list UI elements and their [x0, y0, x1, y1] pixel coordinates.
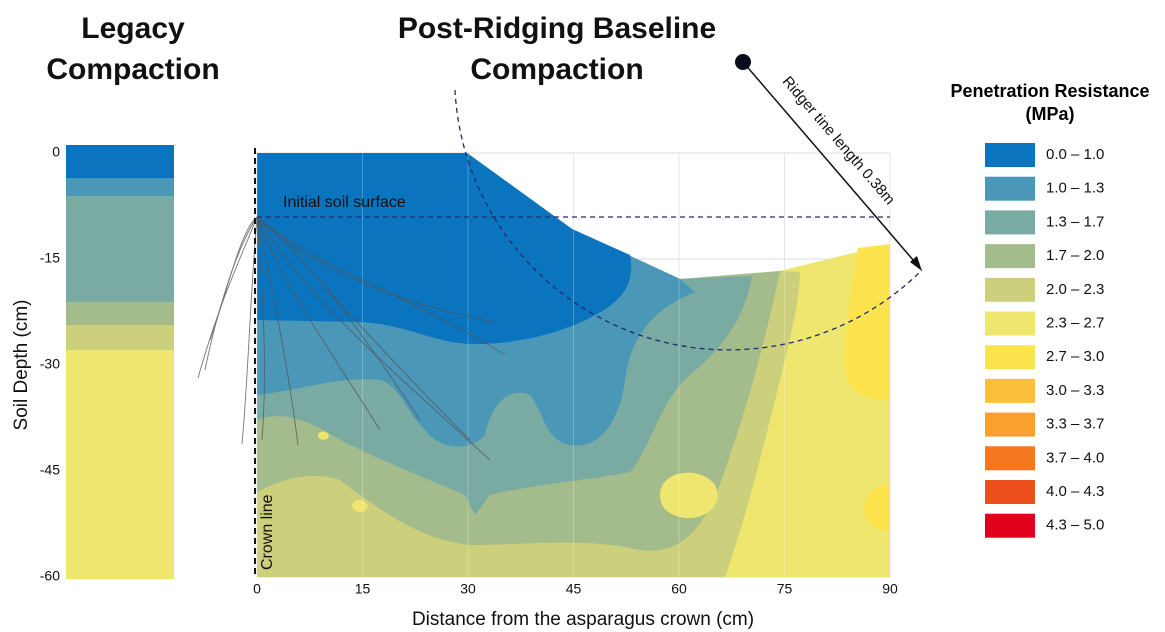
legend-swatch: [985, 345, 1035, 369]
legend-title: Penetration Resistance (MPa): [925, 80, 1165, 126]
legend-swatch: [985, 244, 1035, 268]
annotation: Initial soil surface: [283, 194, 406, 211]
legend-label: 4.3 – 5.0: [1046, 517, 1104, 534]
legend-label: 0.0 – 1.0: [1046, 146, 1104, 163]
contour-region: [257, 153, 631, 344]
x-tick-label: 30: [460, 581, 476, 597]
x-tick-label: 90: [882, 581, 898, 597]
legend-swatch: [985, 210, 1035, 234]
contour-region: [660, 473, 718, 519]
left-title: Legacy Compaction: [33, 8, 233, 90]
y-tick-label: -45: [40, 462, 60, 478]
y-tick-label: 0: [52, 144, 60, 160]
legend-label: 2.3 – 2.7: [1046, 314, 1104, 331]
legend-swatch: [985, 446, 1035, 470]
legend-label: 2.0 – 2.3: [1046, 281, 1104, 298]
legacy-band: [66, 196, 174, 302]
x-tick-label: 60: [671, 581, 687, 597]
legend-label: 1.7 – 2.0: [1046, 247, 1104, 264]
legend-swatch: [985, 177, 1035, 201]
tine-line: [743, 62, 920, 268]
y-tick-label: -30: [40, 356, 60, 372]
y-tick-label: -15: [40, 250, 60, 266]
x-tick-label: 15: [355, 581, 371, 597]
legend-swatch: [985, 379, 1035, 403]
annotation: Ridger tine length 0.38m: [779, 73, 898, 208]
figure: Initial soil surface Crown line Ridger tin…: [0, 0, 1165, 632]
legend-swatch: [985, 413, 1035, 437]
y-tick-label: -60: [40, 568, 60, 584]
y-axis-label: Soil Depth (cm): [11, 300, 32, 431]
legend-label: 4.0 – 4.3: [1046, 483, 1104, 500]
legend-label: 3.0 – 3.3: [1046, 382, 1104, 399]
legend-label: 3.3 – 3.7: [1046, 416, 1104, 433]
legend-label: 1.3 – 1.7: [1046, 213, 1104, 230]
right-title: Post-Ridging Baseline Compaction: [397, 8, 717, 90]
legacy-band: [66, 325, 174, 350]
x-tick-label: 45: [566, 581, 582, 597]
legacy-band: [66, 302, 174, 325]
root: [205, 217, 257, 370]
legend-swatch: [985, 480, 1035, 504]
legend-label: 1.0 – 1.3: [1046, 180, 1104, 197]
x-tick-label: 0: [253, 581, 261, 597]
annotation: Crown line: [259, 494, 276, 570]
tine-pivot: [735, 54, 751, 70]
legend-swatch: [985, 278, 1035, 302]
x-tick-label: 75: [777, 581, 793, 597]
legacy-band: [66, 145, 174, 178]
legacy-band: [66, 350, 174, 579]
legacy-band: [66, 178, 174, 196]
x-axis-label: Distance from the asparagus crown (cm): [412, 609, 754, 630]
legend-swatch: [985, 312, 1035, 336]
legend-label: 3.7 – 4.0: [1046, 449, 1104, 466]
legend-swatch: [985, 143, 1035, 167]
legend-label: 2.7 – 3.0: [1046, 348, 1104, 365]
legend-swatch: [985, 514, 1035, 538]
